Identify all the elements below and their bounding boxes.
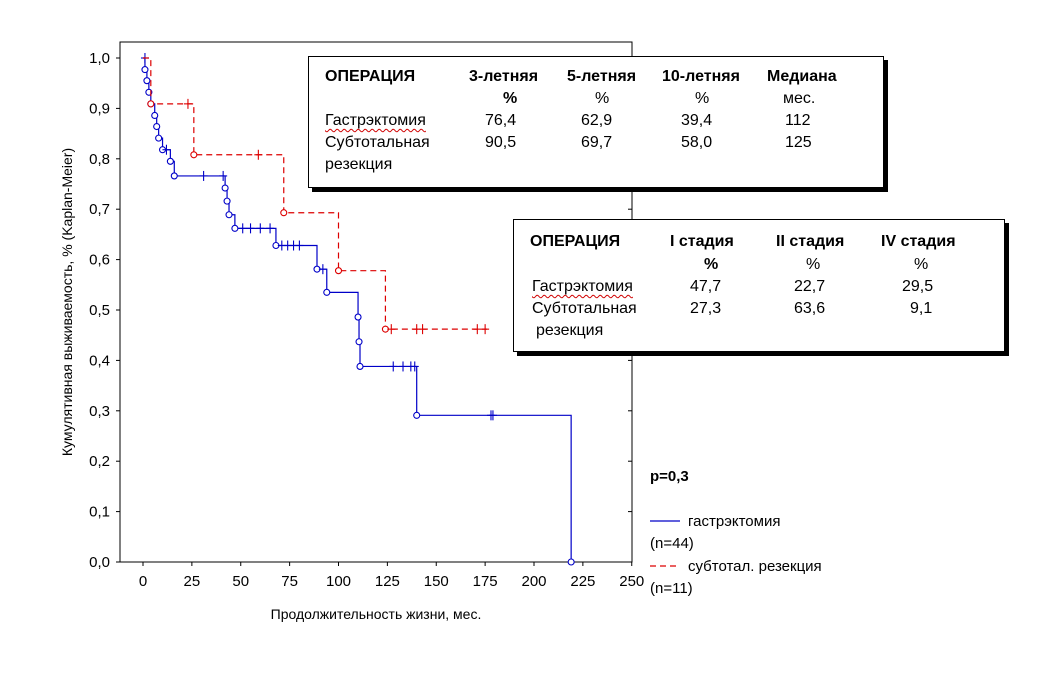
x-axis-ticks: 0 25 50 75 100 125 150 175 200 225 250	[139, 562, 644, 590]
table1-row-gastrectomy-label: Гастрэктомия	[325, 112, 426, 129]
event-marker	[141, 66, 149, 74]
event-marker	[323, 288, 331, 296]
table2-subheader-stage4: %	[914, 256, 929, 273]
legend-n-gastrectomy: (n=44)	[650, 535, 694, 552]
legend-swatch-gastrectomy	[650, 520, 680, 522]
table1-header-5yr: 5-летняя	[567, 68, 637, 85]
table1-subheader-median: мес.	[783, 90, 816, 107]
table2-cell: 22,7	[794, 278, 826, 295]
event-marker	[413, 411, 421, 419]
event-marker	[334, 267, 343, 275]
y-axis-label: Кумулятивная выживаемость, % (Kaplan-Mei…	[59, 148, 75, 456]
series-layer	[140, 53, 575, 566]
y-tick-label: 0,4	[89, 352, 110, 369]
p-value-label: p=0,3	[650, 468, 689, 485]
x-tick-label: 125	[375, 573, 400, 590]
event-marker	[223, 197, 231, 205]
table2-subheader-stage1: %	[704, 256, 719, 273]
legend-label-gastrectomy: гастрэктомия	[688, 513, 781, 530]
table1-cell: 62,9	[581, 112, 613, 129]
table2-subheader-stage2: %	[806, 256, 821, 273]
x-tick-label: 150	[424, 573, 449, 590]
event-marker	[221, 184, 229, 192]
table2-header-stage4: IV стадия	[881, 233, 956, 250]
event-marker	[170, 172, 178, 180]
event-marker	[166, 157, 174, 165]
table1-subheader-3yr: %	[503, 90, 518, 107]
y-axis-ticks: 0,0 0,1 0,2 0,3 0,4 0,5 0,6 0,7 0,8 0,9 1,0	[89, 50, 120, 571]
event-marker	[153, 122, 161, 131]
event-marker	[280, 209, 288, 217]
table1-cell: 69,7	[581, 134, 613, 151]
event-marker	[231, 224, 239, 232]
survival-rate-table: ОПЕРАЦИЯ 3-летняя 5-летняя 10-летняя Мед…	[308, 56, 884, 188]
x-tick-label: 100	[326, 573, 351, 590]
stage-table: ОПЕРАЦИЯ I стадия II стадия IV стадия % …	[513, 219, 1005, 352]
table1-cell: 90,5	[485, 134, 517, 151]
event-marker	[356, 362, 364, 370]
table2-cell: 27,3	[690, 300, 722, 317]
y-tick-label: 0,9	[89, 100, 110, 117]
table1-header-3yr: 3-летняя	[469, 68, 539, 85]
table1-header-operation: ОПЕРАЦИЯ	[325, 68, 416, 85]
table1-cell: 125	[785, 134, 812, 151]
table1-subheader-10yr: %	[695, 90, 710, 107]
table2-header-operation: ОПЕРАЦИЯ	[530, 233, 621, 250]
table2-row-gastrectomy-label: Гастрэктомия	[532, 278, 633, 295]
event-marker	[567, 558, 575, 566]
x-tick-label: 25	[184, 573, 201, 590]
event-marker	[225, 211, 233, 219]
table1-row-resection-label: Субтотальная	[325, 134, 430, 151]
x-tick-label: 200	[521, 573, 546, 590]
event-marker	[155, 134, 163, 142]
legend-label-resection: субтотал. резекция	[688, 558, 822, 575]
x-tick-label: 0	[139, 573, 147, 590]
table2-row-resection-label: Субтотальная	[532, 300, 637, 317]
table2-cell: 47,7	[690, 278, 722, 295]
event-marker	[354, 313, 362, 321]
y-tick-label: 0,7	[89, 201, 110, 218]
y-tick-label: 0,2	[89, 453, 110, 470]
x-axis-label: Продолжительность жизни, мес.	[271, 606, 482, 622]
y-tick-label: 0,3	[89, 403, 110, 420]
event-marker	[147, 100, 155, 108]
table2-cell: 29,5	[902, 278, 934, 295]
table1-header-10yr: 10-летняя	[662, 68, 740, 85]
table1-cell: 39,4	[681, 112, 713, 129]
event-marker	[190, 151, 198, 159]
table1-cell: 76,4	[485, 112, 517, 129]
event-marker	[143, 77, 151, 85]
table2-cell: 63,6	[794, 300, 826, 317]
y-tick-label: 0,6	[89, 252, 110, 269]
table2-row-resection-label-2: резекция	[536, 322, 604, 339]
series-line	[143, 57, 488, 330]
x-tick-label: 175	[473, 573, 498, 590]
table1-row-resection-label-2: резекция	[325, 156, 393, 173]
legend-swatch-resection	[650, 565, 680, 567]
table1-subheader-5yr: %	[595, 90, 610, 107]
series-0	[140, 53, 575, 566]
series-1	[143, 57, 490, 335]
legend-n-resection: (n=11)	[650, 580, 693, 597]
table1-cell: 58,0	[681, 134, 713, 151]
y-tick-label: 0,5	[89, 302, 110, 319]
event-marker	[355, 338, 363, 346]
y-tick-label: 0,1	[89, 504, 110, 521]
table2-header-stage2: II стадия	[776, 233, 845, 250]
table1-cell: 112	[785, 112, 811, 129]
table1-header-median: Медиана	[767, 68, 837, 85]
y-tick-label: 0,0	[89, 554, 110, 571]
y-tick-label: 1,0	[89, 50, 110, 67]
x-tick-label: 250	[619, 573, 644, 590]
table2-header-stage1: I стадия	[670, 233, 734, 250]
x-tick-label: 225	[570, 573, 595, 590]
table2-cell: 9,1	[910, 300, 933, 317]
x-tick-label: 50	[232, 573, 249, 590]
x-tick-label: 75	[281, 573, 298, 590]
y-tick-label: 0,8	[89, 151, 110, 168]
event-marker	[151, 111, 159, 120]
